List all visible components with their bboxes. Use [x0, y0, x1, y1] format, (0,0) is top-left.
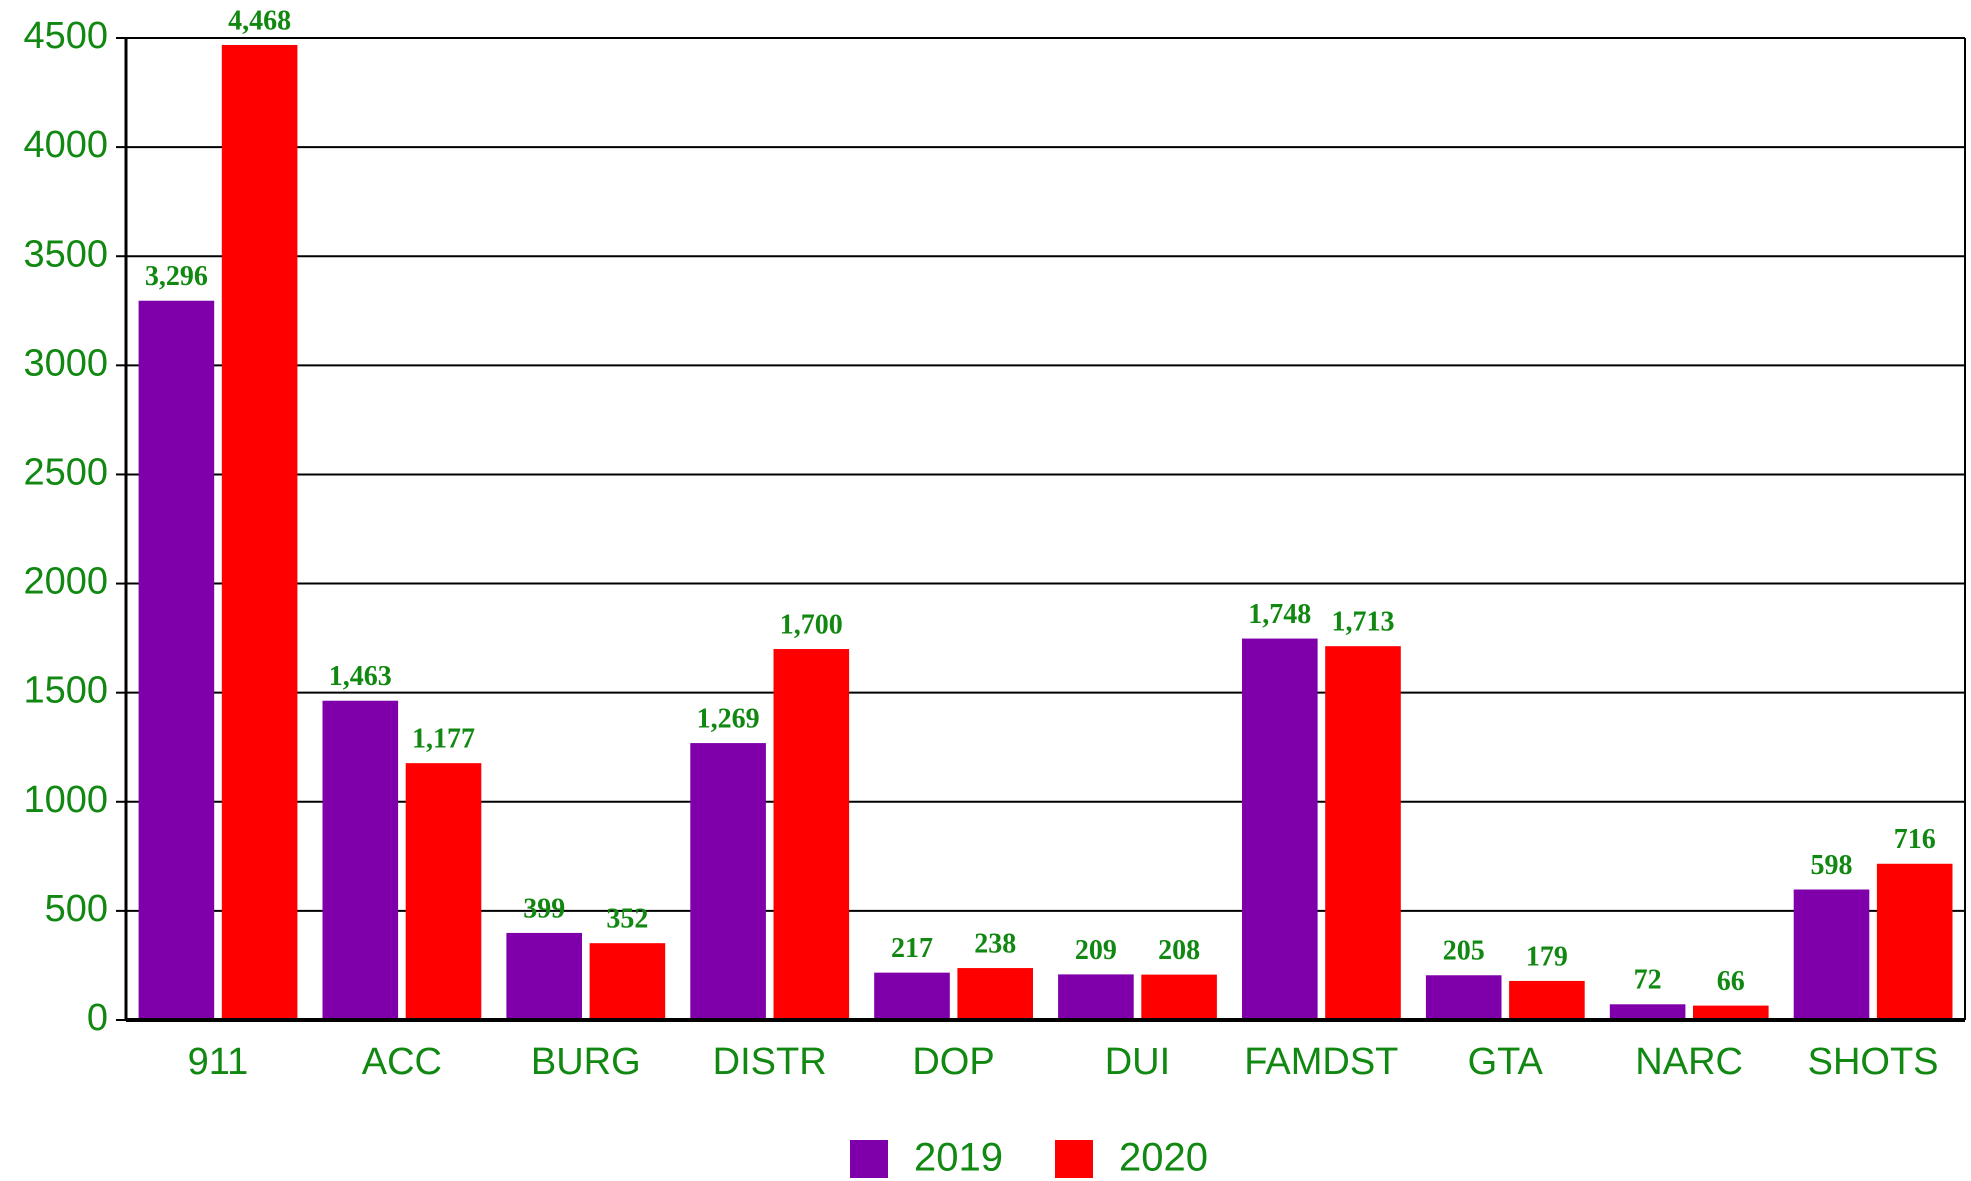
value-label: 4,468 [228, 5, 291, 36]
bar [1609, 1004, 1686, 1020]
y-tick-label: 2500 [23, 451, 108, 493]
value-label: 208 [1158, 935, 1200, 966]
bar [1141, 974, 1217, 1020]
bar [690, 743, 766, 1020]
value-label: 205 [1443, 936, 1485, 967]
bar [773, 649, 850, 1020]
bar [138, 300, 215, 1020]
bar [322, 700, 399, 1020]
legend-swatch [850, 1140, 888, 1178]
value-label: 1,177 [412, 724, 475, 755]
value-label: 1,748 [1248, 599, 1311, 630]
value-label: 217 [891, 933, 933, 964]
value-label: 598 [1811, 850, 1853, 881]
legend-label: 2020 [1119, 1136, 1208, 1180]
value-label: 716 [1894, 824, 1936, 855]
x-tick-label: DUI [1105, 1041, 1170, 1083]
bar [874, 972, 950, 1020]
y-tick-label: 3500 [23, 233, 108, 275]
value-label: 238 [974, 928, 1016, 959]
bar [1693, 1005, 1769, 1020]
bar [1058, 974, 1134, 1020]
y-tick-label: 3000 [23, 342, 108, 384]
y-tick-label: 4500 [23, 15, 108, 57]
value-label: 399 [523, 893, 565, 924]
bar [405, 763, 482, 1020]
y-tick-label: 1500 [23, 670, 108, 712]
value-label: 72 [1634, 965, 1662, 996]
legend-label: 2019 [914, 1136, 1003, 1180]
y-tick-label: 4000 [23, 124, 108, 166]
x-tick-label: 911 [188, 1041, 249, 1083]
x-tick-label: GTA [1468, 1041, 1544, 1083]
bar [589, 943, 666, 1020]
x-tick-label: DOP [912, 1041, 994, 1083]
bar [1793, 889, 1870, 1020]
value-label: 352 [606, 904, 648, 935]
y-tick-label: 1000 [23, 779, 108, 821]
bar [221, 44, 298, 1021]
bar [957, 968, 1033, 1020]
value-label: 209 [1075, 935, 1117, 966]
x-tick-label: NARC [1635, 1041, 1743, 1083]
bar [1876, 863, 1953, 1020]
value-label: 1,269 [697, 703, 760, 734]
legend-swatch [1055, 1140, 1093, 1178]
y-tick-label: 500 [45, 888, 108, 930]
x-tick-label: SHOTS [1808, 1041, 1939, 1083]
y-tick-label: 0 [87, 997, 108, 1039]
value-label: 1,713 [1332, 607, 1395, 638]
x-tick-label: DISTR [713, 1041, 827, 1083]
x-tick-label: ACC [362, 1041, 442, 1083]
value-label: 3,296 [145, 261, 208, 292]
value-label: 66 [1717, 966, 1745, 997]
bar [1242, 638, 1318, 1020]
bar [1325, 646, 1401, 1020]
bar [506, 932, 582, 1020]
y-tick-label: 2000 [23, 561, 108, 603]
bar [1425, 975, 1502, 1020]
value-label: 1,700 [780, 609, 843, 640]
x-tick-label: BURG [531, 1041, 641, 1083]
value-label: 1,463 [329, 661, 392, 692]
x-tick-label: FAMDST [1244, 1041, 1398, 1083]
value-label: 179 [1526, 941, 1568, 972]
bar [1509, 980, 1585, 1020]
